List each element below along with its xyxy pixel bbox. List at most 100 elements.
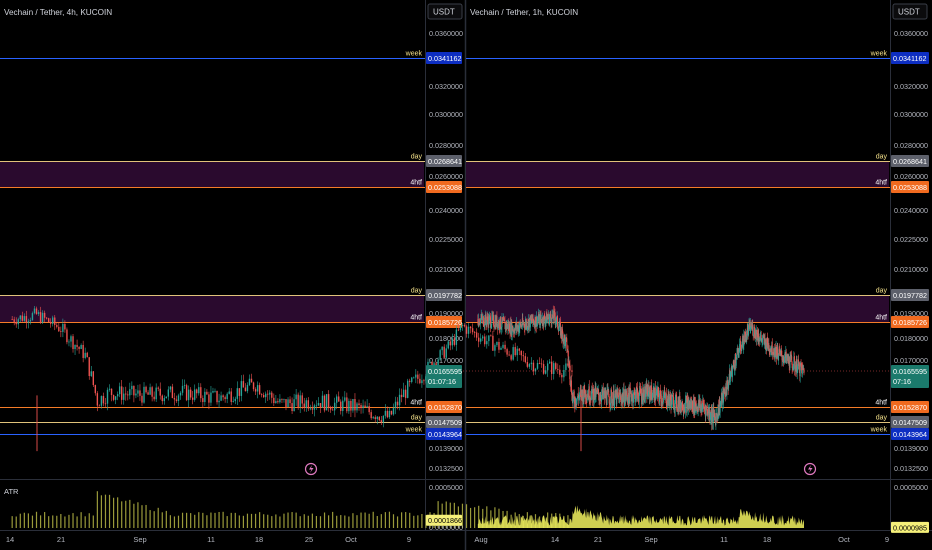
candle-body xyxy=(625,391,627,400)
candle-body xyxy=(638,393,640,402)
candle-body xyxy=(652,396,654,398)
atr-tick-label: 0.0005000 xyxy=(429,483,463,492)
candle-body xyxy=(123,393,125,400)
candle-body xyxy=(733,364,735,370)
candle-body xyxy=(189,389,192,398)
candle-body xyxy=(319,403,322,408)
level-label-htf: 4htf xyxy=(875,315,887,322)
candle-body xyxy=(191,397,194,400)
candle-body xyxy=(376,416,378,420)
candle-body xyxy=(792,368,794,370)
candle-body xyxy=(734,357,736,369)
candle-body xyxy=(741,342,743,346)
candle-body xyxy=(277,401,279,403)
candle-body xyxy=(362,405,364,409)
candle-body xyxy=(565,338,566,346)
candle-body xyxy=(544,315,546,321)
candle-body xyxy=(636,388,638,401)
currency-button[interactable] xyxy=(427,3,463,20)
candle-body xyxy=(540,314,541,326)
candle-body xyxy=(714,416,716,418)
lightning-icon[interactable] xyxy=(803,462,817,476)
candle-body xyxy=(563,369,565,378)
candle-body xyxy=(710,417,712,419)
candle-body xyxy=(519,321,521,324)
candle-body xyxy=(540,314,542,320)
candle-body xyxy=(563,335,565,344)
candle-body xyxy=(749,322,751,331)
chart-panel-1[interactable]: week 0.0341162 day 0.0268641 4htf 0.0253088 da… xyxy=(0,0,573,544)
candle-body xyxy=(455,329,458,345)
candle-body xyxy=(437,359,439,368)
candle-body xyxy=(404,389,407,398)
atr-value-badge xyxy=(891,521,929,533)
candle-body xyxy=(609,403,611,406)
candle-body xyxy=(486,320,488,325)
candle-body xyxy=(588,386,590,401)
candle-body xyxy=(398,394,401,406)
candle-body xyxy=(400,394,403,398)
level-price-badge xyxy=(891,401,929,413)
candle-body xyxy=(313,405,316,410)
time-tick-label: 18 xyxy=(255,535,263,544)
candle-body xyxy=(535,323,537,327)
candle-body xyxy=(647,387,649,395)
level-price-text: 0.0185726 xyxy=(428,318,462,327)
candle-body xyxy=(536,320,538,327)
candle-body xyxy=(35,308,38,315)
candle-body xyxy=(19,315,21,320)
candle-body xyxy=(546,317,548,324)
candle-body xyxy=(725,386,727,395)
candle-body xyxy=(449,341,451,346)
candle-body xyxy=(543,315,545,326)
candle-body xyxy=(711,412,713,422)
candle-body xyxy=(392,408,395,415)
atr-value-text: 0.0001866 xyxy=(428,516,462,525)
price-tick-label: 0.0132500 xyxy=(429,464,463,473)
candle-body xyxy=(486,341,488,345)
candle-body xyxy=(536,362,539,369)
candle-body xyxy=(121,386,123,400)
candle-body xyxy=(548,318,550,325)
candle-body xyxy=(447,341,449,349)
level-label-day: day xyxy=(411,288,423,295)
candle-body xyxy=(535,316,536,327)
candle-body xyxy=(591,385,593,391)
candle-body xyxy=(116,394,119,397)
candle-body xyxy=(728,383,730,389)
level-price-text: 0.0197782 xyxy=(428,291,462,300)
candle-body xyxy=(661,395,663,404)
level-price-badge xyxy=(426,181,462,193)
candle-body xyxy=(513,329,515,333)
candle-body xyxy=(88,357,90,377)
candle-body xyxy=(514,327,516,334)
candle-body xyxy=(80,344,82,349)
candle-body xyxy=(764,338,766,342)
currency-button[interactable] xyxy=(892,3,928,20)
candle-body xyxy=(709,410,711,420)
candle-body xyxy=(607,389,609,392)
candle-body xyxy=(137,390,139,394)
candle-body xyxy=(165,396,168,399)
candle-body xyxy=(490,324,492,328)
candle-body xyxy=(232,401,234,402)
candle-body xyxy=(704,406,705,410)
candle-body xyxy=(659,395,661,402)
candle-body xyxy=(482,316,484,326)
candle-body xyxy=(724,392,726,396)
level-price-badge xyxy=(891,416,929,428)
price-tick-label: 0.0180000 xyxy=(894,334,928,343)
candle-body xyxy=(110,388,113,396)
chart-title: Vechain / Tether, 1h, KUCOIN xyxy=(470,8,578,17)
candle-body xyxy=(441,346,443,351)
candle-body xyxy=(453,338,456,345)
last-price-text: 0.0165595 xyxy=(428,367,462,376)
level-price-badge xyxy=(426,52,462,64)
candle-body xyxy=(748,325,749,336)
lightning-icon[interactable] xyxy=(304,462,318,476)
chart-panel-2[interactable]: week 0.0341162 day 0.0268641 4htf 0.0253088 da… xyxy=(466,0,932,544)
candle-body xyxy=(801,366,802,368)
candle-body xyxy=(552,310,554,319)
candle-body xyxy=(360,405,362,409)
